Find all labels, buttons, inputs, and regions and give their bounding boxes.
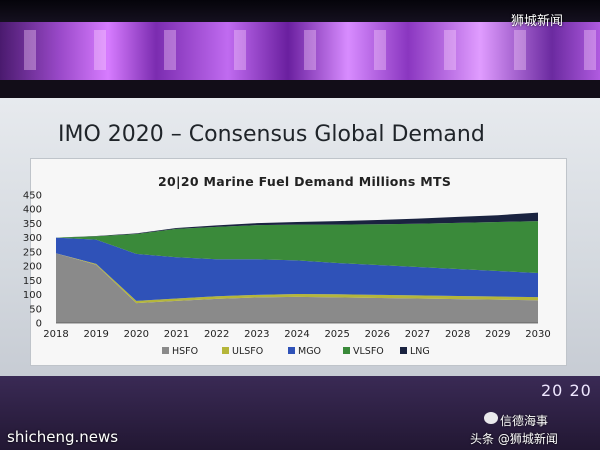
event-logo: 20 20 — [541, 381, 592, 400]
slide-title: IMO 2020 – Consensus Global Demand — [58, 122, 485, 147]
x-tick-label: 2026 — [365, 329, 390, 340]
x-tick-label: 2018 — [43, 329, 68, 340]
x-tick-label: 2021 — [164, 329, 189, 340]
legend-label-ulsfo: ULSFO — [232, 346, 263, 357]
screen-top-frame — [0, 80, 600, 98]
y-tick-label: 200 — [23, 262, 42, 273]
x-tick-label: 2019 — [83, 329, 108, 340]
area-hsfo — [56, 253, 538, 323]
watermark-bottom-right-2: 头条 @狮城新闻 — [470, 432, 558, 446]
legend-label-vlsfo: VLSFO — [353, 346, 384, 357]
area-mgo — [56, 237, 538, 301]
y-tick-label: 50 — [29, 304, 42, 315]
x-tick-label: 2024 — [284, 329, 309, 340]
chart-areas — [56, 212, 538, 323]
legend-label-hsfo: HSFO — [172, 346, 198, 357]
y-tick-label: 450 — [23, 191, 42, 202]
legend-swatch-lng — [400, 347, 407, 354]
watermark-bottom-right-1: 信德海事 — [500, 414, 549, 428]
y-axis: 0 50 100 150 200 250 300 350 400 450 — [23, 191, 42, 330]
chart-title: 20|20 Marine Fuel Demand Millions MTS — [158, 174, 452, 189]
legend-swatch-ulsfo — [222, 347, 229, 354]
legend-swatch-vlsfo — [343, 347, 350, 354]
area-ulsfo — [56, 253, 538, 304]
legend-label-mgo: MGO — [298, 346, 321, 357]
y-tick-label: 0 — [36, 319, 42, 330]
area-vlsfo — [56, 221, 538, 273]
stage-lights — [0, 22, 600, 80]
slide-footer-bar — [0, 376, 600, 450]
x-tick-label: 2023 — [244, 329, 269, 340]
ceiling-truss — [0, 0, 600, 22]
area-lng — [56, 212, 538, 238]
wechat-icon — [484, 412, 498, 424]
x-tick-label: 2022 — [204, 329, 229, 340]
light-glow — [0, 30, 600, 70]
legend-label-lng: LNG — [410, 346, 430, 357]
watermark-top-right: 狮城新闻 — [511, 14, 564, 29]
legend-swatch-hsfo — [162, 347, 169, 354]
x-tick-label: 2030 — [525, 329, 550, 340]
watermark-bottom-left: shicheng.news — [7, 428, 119, 446]
x-tick-label: 2025 — [324, 329, 349, 340]
x-axis: 2018 2019 2020 2021 2022 2023 2024 2025 2026 2027… — [43, 322, 551, 340]
y-tick-label: 300 — [23, 233, 42, 244]
y-tick-label: 100 — [23, 290, 42, 301]
y-tick-label: 400 — [23, 205, 42, 216]
x-tick-label: 2028 — [445, 329, 470, 340]
y-tick-label: 350 — [23, 219, 42, 230]
y-tick-label: 150 — [23, 276, 42, 287]
legend-swatch-mgo — [288, 347, 295, 354]
x-tick-label: 2020 — [124, 329, 149, 340]
y-tick-label: 250 — [23, 247, 42, 258]
x-tick-label: 2027 — [405, 329, 430, 340]
chart-legend: HSFO ULSFO MGO VLSFO LNG — [162, 346, 430, 357]
x-tick-label: 2029 — [485, 329, 510, 340]
